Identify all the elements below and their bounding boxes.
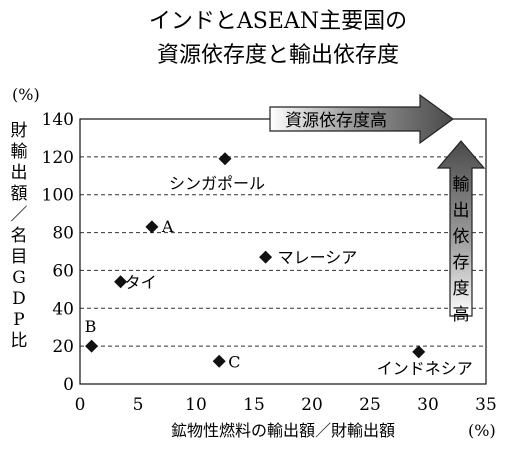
y-tick-label: 140 [42,110,74,130]
x-axis-unit: (%) [468,421,496,440]
point-label: インドネシア [377,359,473,378]
chart-title: インドとASEAN主要国の 資源依存度と輸出依存度 [149,9,407,68]
chart-title-line-1: インドとASEAN主要国の [149,9,407,34]
x-tick-label: 15 [243,395,265,415]
y-axis-label-char: 輸 [11,142,28,162]
horizontal-arrow [269,93,455,145]
axis-ticks: 0 20 40 60 80 100 120 140 0 5 10 15 20 25 30 35 [42,110,497,415]
point-label: C [228,352,240,371]
scatter-point [114,275,128,289]
scatter-point [259,250,273,264]
y-tick-label: 60 [52,261,74,281]
y-tick-label: 80 [52,224,74,244]
horizontal-arrow-label: 資源依存度高 [285,111,387,131]
x-tick-label: 0 [75,395,86,415]
vertical-arrow-label-char: 輸 [453,175,470,195]
vertical-arrow-label-char: 度 [453,279,470,299]
vertical-arrow-label-char: 依 [453,227,470,247]
y-tick-label: 40 [52,299,74,319]
y-axis-label-char: D [12,289,26,309]
x-tick-label: 20 [301,395,323,415]
point-label: シンガポール [169,174,265,193]
scatter-point [212,354,226,368]
scatter-point [145,220,159,234]
x-tick-label: 25 [359,395,381,415]
vertical-arrow [436,140,486,317]
x-axis-label: 鉱物性燃料の輸出額／財輸出額 [171,421,395,440]
x-tick-label: 30 [417,395,439,415]
y-axis-label-char: 名 [11,226,28,246]
y-axis-label-char: G [12,268,26,288]
point-label: A [161,217,174,236]
scatter-point [218,152,232,166]
y-axis-label-char: P [13,310,24,330]
point-label: マレーシア [278,248,358,267]
vertical-arrow-label-char: 高 [453,305,470,325]
x-tick-label: 5 [133,395,144,415]
chart-title-line-2: 資源依存度と輸出依存度 [157,43,399,68]
y-axis-label-char: 財 [11,121,28,141]
y-tick-label: 20 [52,337,74,357]
y-axis-unit: (%) [12,85,40,104]
vertical-arrow-label-char: 存 [453,253,470,273]
y-axis-label-char: ／ [11,205,28,225]
y-axis-label-char: 比 [11,331,28,351]
y-tick-label: 0 [63,375,74,395]
y-tick-label: 100 [42,186,74,206]
y-axis-label-char: 出 [11,163,28,183]
scatter-point [412,345,426,359]
point-label: タイ [125,273,157,292]
y-tick-label: 120 [42,148,74,168]
y-axis-label-char: 目 [11,247,28,267]
point-label: B [85,317,97,336]
vertical-arrow-label-char: 出 [453,201,470,221]
scatter-point [85,339,99,353]
x-tick-label: 10 [185,395,207,415]
y-axis-label-char: 額 [11,184,28,204]
x-tick-label: 35 [475,395,497,415]
